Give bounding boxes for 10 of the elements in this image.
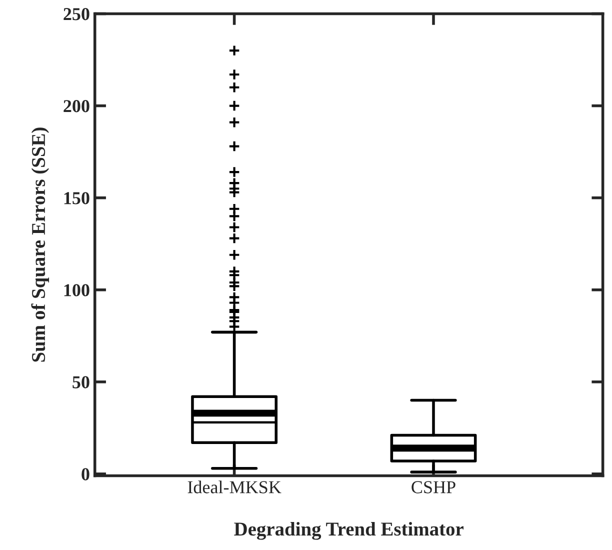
y-axis-title: Sum of Square Errors (SSE) xyxy=(31,128,50,362)
y-tick-label: 0 xyxy=(82,468,90,480)
y-tick-label: 100 xyxy=(64,284,90,296)
y-tick-label: 150 xyxy=(64,192,90,204)
y-tick-label: 50 xyxy=(72,376,90,388)
x-axis-title: Degrading Trend Estimator xyxy=(234,522,464,540)
x-tick-label: Ideal-MKSK xyxy=(188,480,282,494)
y-tick-label: 200 xyxy=(64,100,90,112)
y-tick-label: 250 xyxy=(64,8,90,20)
x-tick-label: CSHP xyxy=(412,481,456,494)
